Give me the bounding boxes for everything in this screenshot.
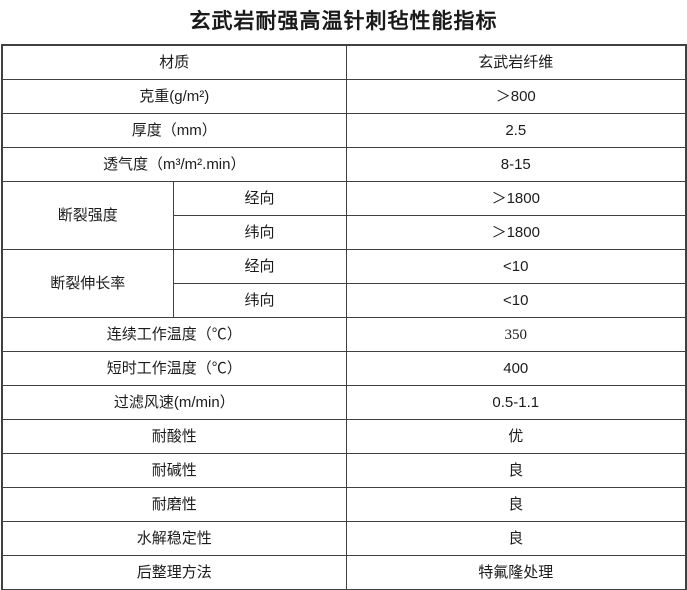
row-label-cell: 耐碱性	[1, 453, 347, 488]
row-value-cell: 350	[345, 317, 687, 352]
row-value-cell: 400	[345, 351, 687, 386]
table-row: 后整理方法 特氟隆处理	[1, 555, 687, 590]
table-row: 过滤风速(m/min） 0.5-1.1	[1, 385, 687, 420]
row-value-cell: 玄武岩纤维	[345, 44, 687, 80]
row-label-cell: 纬向	[172, 283, 347, 318]
row-label-cell: 耐酸性	[1, 419, 347, 454]
table-row: 材质 玄武岩纤维	[1, 44, 687, 80]
row-value-cell: 良	[345, 453, 687, 488]
row-value-cell: 8-15	[345, 147, 687, 182]
row-value-cell: ＞1800	[345, 215, 687, 250]
row-label-cell: 材质	[1, 44, 347, 80]
table-row: 厚度（mm） 2.5	[1, 113, 687, 148]
table-row: 耐酸性优	[1, 419, 687, 454]
row-value-cell: <10	[345, 283, 687, 318]
group-label-cell: 断裂伸长率	[1, 249, 174, 318]
row-label-cell: 连续工作温度（℃）	[1, 317, 347, 352]
table-row: 纬向 <10	[2, 283, 687, 318]
row-label-cell: 经向	[172, 181, 347, 216]
table-row: 克重(g/m²) ＞800	[1, 79, 687, 114]
row-label-cell: 后整理方法	[1, 555, 347, 590]
row-label-cell: 经向	[172, 249, 347, 284]
table-row: 耐碱性良	[1, 453, 687, 488]
row-value-cell: ＞1800	[345, 181, 687, 216]
row-label-cell: 透气度（m³/m².min）	[1, 147, 347, 182]
table-row: 耐磨性良	[1, 487, 687, 522]
table-row: 水解稳定性良	[1, 521, 687, 556]
row-label-cell: 纬向	[172, 215, 347, 250]
row-value-cell: 2.5	[345, 113, 687, 148]
row-value-cell: 0.5-1.1	[345, 385, 687, 420]
table-row: 断裂强度 经向 ＞1800	[1, 181, 687, 250]
table-row: 短时工作温度（℃） 400	[1, 351, 687, 386]
row-label-cell: 耐磨性	[1, 487, 347, 522]
table-row: 断裂伸长率 经向 <10	[1, 249, 687, 318]
row-value-cell: 特氟隆处理	[345, 555, 687, 590]
row-value-cell: 良	[345, 487, 687, 522]
group-label-cell: 断裂强度	[1, 181, 174, 250]
table-row: 纬向 ＞1800	[2, 215, 687, 250]
spec-table: 材质 玄武岩纤维 克重(g/m²) ＞800 厚度（mm） 2.5 透气度（m³/m².mi…	[1, 44, 687, 590]
row-label-cell: 厚度（mm）	[1, 113, 347, 148]
table-row: 连续工作温度（℃） 350	[1, 317, 687, 352]
row-label-cell: 过滤风速(m/min）	[1, 385, 347, 420]
page-title: 玄武岩耐强高温针刺毡性能指标	[189, 9, 498, 33]
table-row: 透气度（m³/m².min） 8-15	[1, 147, 687, 182]
row-value-cell: 优	[345, 419, 687, 454]
row-value-cell: <10	[345, 249, 687, 284]
row-label-cell: 水解稳定性	[1, 521, 347, 556]
row-label-cell: 克重(g/m²)	[1, 79, 347, 114]
row-value-cell: ＞800	[345, 79, 687, 114]
row-value-cell: 良	[345, 521, 687, 556]
row-label-cell: 短时工作温度（℃）	[1, 351, 347, 386]
spec-table-body: 材质 玄武岩纤维 克重(g/m²) ＞800 厚度（mm） 2.5 透气度（m³/m².mi…	[1, 44, 687, 590]
